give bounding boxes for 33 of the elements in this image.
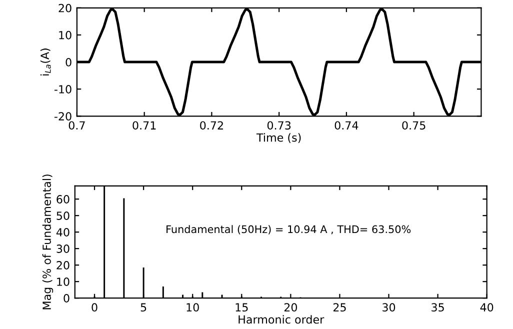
y-tick-label: -20 — [54, 112, 72, 121]
x-tick-label: 0 — [92, 303, 98, 312]
y-tick-label: 50 — [56, 212, 70, 220]
y-axis-title: i$_{La}$(A) — [40, 48, 51, 76]
y-tick-label: 10 — [57, 278, 70, 286]
x-tick-label: 40 — [480, 303, 494, 312]
x-tick-label: 0.75 — [402, 121, 426, 130]
x-axis-title: Time (s) — [256, 133, 301, 144]
y-tick-label: 20 — [58, 4, 72, 12]
y-axis-title: Mag (% of Fundamental) — [42, 174, 54, 310]
x-tick-label: 10 — [186, 303, 199, 312]
x-tick-label: 35 — [432, 303, 444, 312]
line-series — [76, 8, 482, 116]
x-tick-label: 0.74 — [334, 121, 358, 130]
x-tick-label: 25 — [333, 303, 346, 312]
x-tick-label: 0.7 — [68, 121, 85, 130]
y-tick-label: 20 — [56, 261, 70, 270]
y-tick-label: 40 — [56, 228, 70, 236]
x-tick-label: 0.71 — [132, 121, 156, 130]
x-tick-label: 0.73 — [267, 121, 291, 130]
y-tick-label: 60 — [56, 195, 70, 204]
y-tick-label: 0 — [64, 294, 70, 302]
x-tick-label: 0.72 — [200, 121, 223, 130]
x-axis-title: Harmonic order — [238, 315, 324, 324]
x-tick-label: 20 — [284, 303, 298, 312]
y-tick-label: 10 — [59, 30, 72, 40]
y-tick-label: 0 — [66, 58, 72, 66]
y-tick-label: -10 — [54, 85, 72, 94]
y-tick-label: 30 — [56, 244, 70, 253]
x-tick-label: 5 — [140, 303, 146, 312]
x-tick-label: 30 — [382, 303, 396, 312]
x-tick-label: 15 — [236, 303, 248, 312]
annotation: Fundamental (50Hz) = 10.94 A , THD= 63.50% — [166, 225, 411, 234]
